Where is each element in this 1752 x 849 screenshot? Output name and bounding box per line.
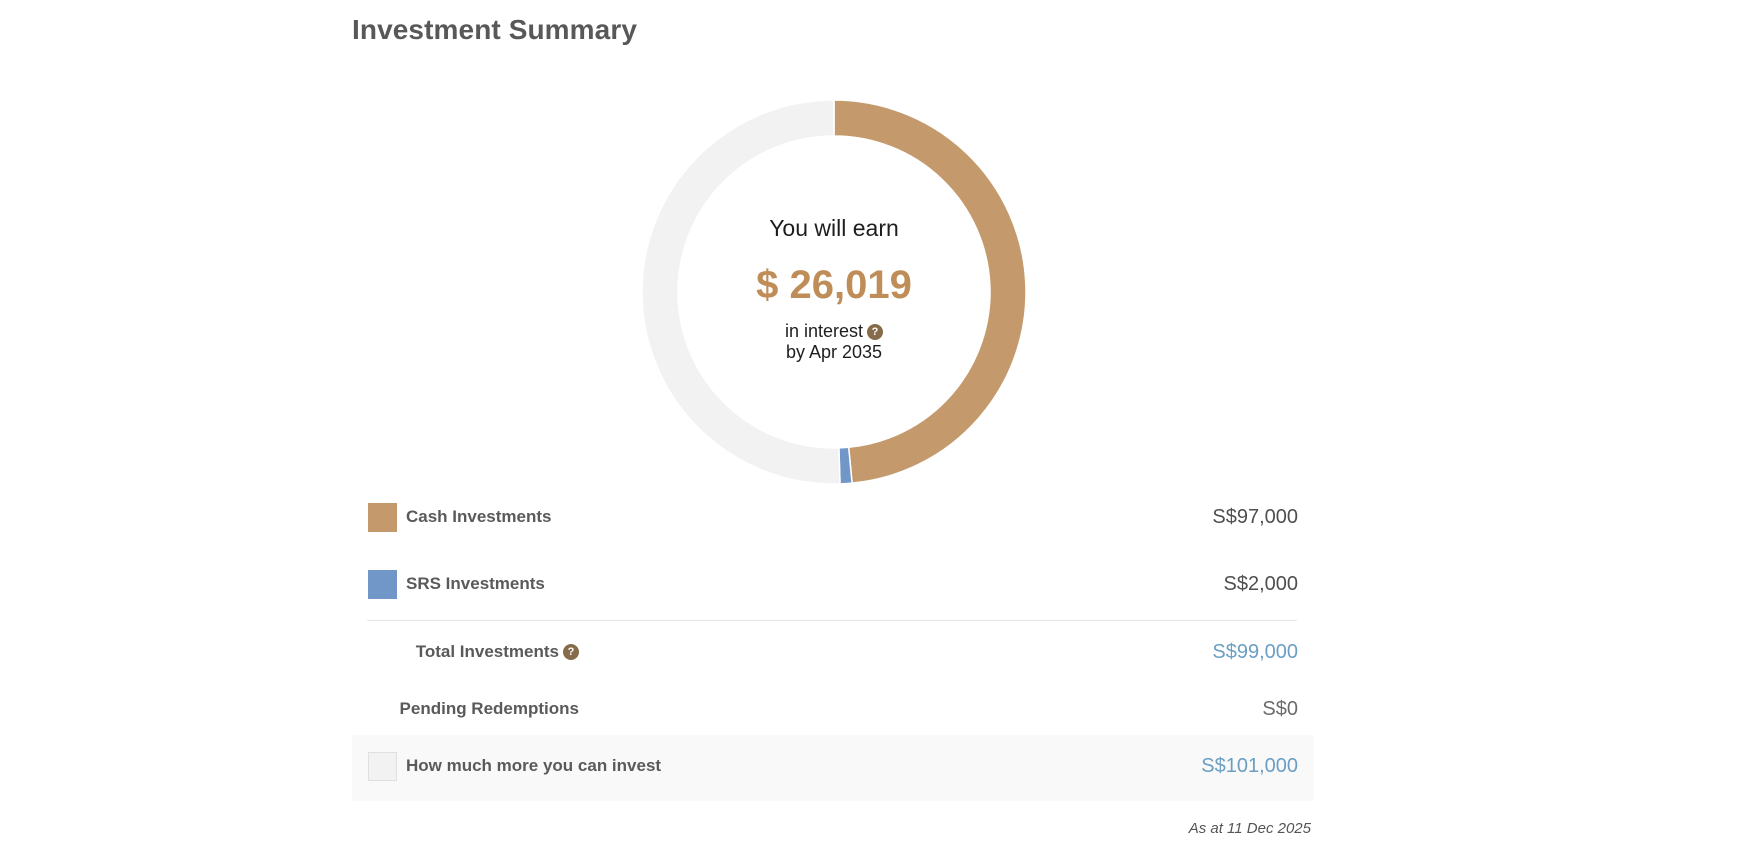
question-icon[interactable]: ?: [867, 324, 884, 340]
legend-row-remaining: How much more you can invest S$101,000: [352, 735, 1314, 801]
legend-row-srs: SRS Investments S$2,000: [352, 570, 1314, 602]
legend-swatch-cash: [368, 503, 397, 532]
legend-label-cash: Cash Investments: [406, 507, 552, 526]
donut-chart-svg: [642, 100, 1026, 484]
donut-slice-cash: [833, 100, 1026, 484]
legend-label-srs: SRS Investments: [406, 574, 545, 593]
donut-chart: You will earn $ 26,019 in interest? by A…: [642, 100, 1026, 484]
total-label-text: Total Investments: [415, 642, 559, 661]
by-date-label: by Apr 2035: [785, 342, 883, 362]
pending-row: Pending Redemptions S$0: [352, 695, 1314, 727]
pending-label: Pending Redemptions: [399, 699, 579, 718]
total-label: Total Investments?: [416, 642, 579, 662]
question-icon[interactable]: ?: [563, 644, 579, 660]
legend-value-remaining: S$101,000: [1201, 755, 1298, 777]
donut-center: You will earn $ 26,019 in interest? by A…: [642, 100, 1026, 484]
legend-value-cash: S$97,000: [1212, 506, 1298, 528]
interest-line: in interest?: [642, 321, 1026, 342]
divider: [367, 620, 1297, 621]
total-value: S$99,000: [1212, 641, 1298, 663]
earn-value: $ 26,019: [756, 263, 912, 307]
legend-swatch-srs: [368, 570, 397, 599]
pending-value: S$0: [1262, 698, 1298, 720]
legend-label-remaining: How much more you can invest: [406, 756, 662, 775]
as-at-date: As at 11 Dec 2025: [1188, 820, 1311, 837]
donut-slice-remaining: [642, 100, 841, 484]
legend-row-cash: Cash Investments S$97,000: [352, 503, 1314, 535]
legend-swatch-remaining: [368, 752, 397, 781]
legend-value-srs: S$2,000: [1223, 573, 1298, 595]
earn-label: You will earn: [769, 215, 899, 241]
interest-label: in interest: [784, 321, 864, 341]
page-title: Investment Summary: [352, 14, 638, 45]
total-row: Total Investments? S$99,000: [352, 638, 1314, 670]
